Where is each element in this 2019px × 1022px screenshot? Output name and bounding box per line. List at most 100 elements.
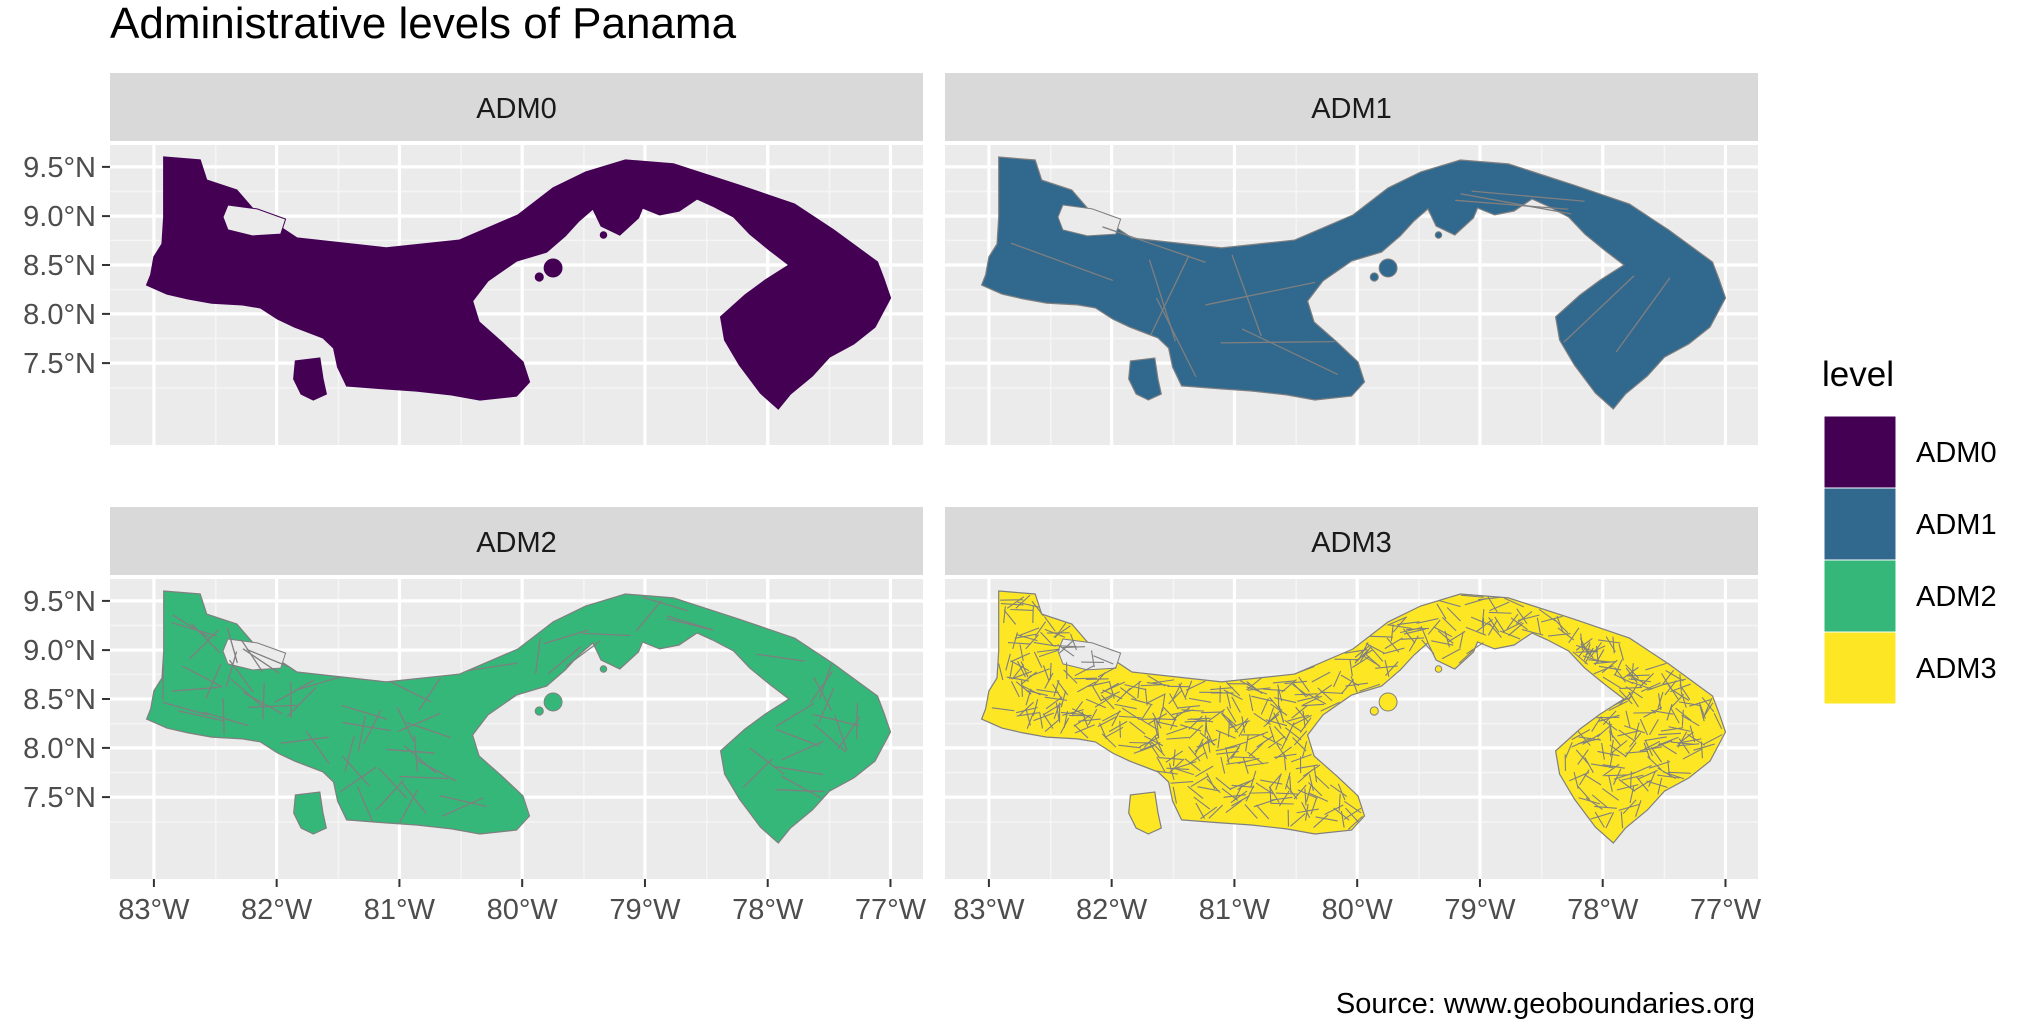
division-border: [1195, 802, 1206, 819]
division-border: [1602, 788, 1620, 801]
division-border: [1624, 725, 1646, 734]
division-border: [228, 659, 254, 693]
division-border: [1630, 771, 1632, 789]
division-border: [1269, 787, 1280, 803]
division-border: [386, 748, 435, 754]
division-border: [1387, 616, 1408, 626]
y-tick-label: 8.0°N: [23, 733, 96, 765]
division-border: [1608, 731, 1622, 747]
division-border: [1402, 628, 1416, 644]
division-border: [1580, 633, 1584, 651]
division-border: [1270, 802, 1294, 805]
x-tick-label: 83°W: [118, 894, 190, 926]
division-border: [1701, 697, 1715, 713]
division-border: [1015, 681, 1032, 695]
legend-label: ADM0: [1916, 437, 1997, 469]
division-border: [1206, 735, 1211, 753]
division-border: [1598, 665, 1622, 671]
division-border: [1036, 648, 1060, 653]
division-border: [1169, 758, 1185, 773]
division-border: [1315, 684, 1333, 697]
division-border: [1003, 609, 1017, 625]
division-border: [1648, 760, 1671, 769]
division-border: [1010, 608, 1034, 611]
division-border: [1660, 727, 1684, 732]
division-border: [177, 710, 225, 722]
division-border: [1245, 785, 1255, 802]
x-tick-label: 79°W: [609, 894, 681, 926]
division-border: [1273, 725, 1288, 741]
division-border: [1594, 811, 1605, 828]
division-border: [1245, 734, 1249, 752]
division-border: [818, 687, 835, 723]
division-border: [1250, 770, 1257, 788]
division-border: [1152, 712, 1162, 729]
division-border: [1292, 714, 1312, 726]
division-border: [1021, 680, 1023, 697]
division-border: [1225, 681, 1241, 697]
division-border: [1231, 254, 1262, 337]
division-border: [1611, 739, 1628, 754]
division-border: [1591, 716, 1602, 732]
division-border: [1488, 617, 1500, 633]
coiba-island: [1128, 791, 1162, 835]
division-border: [1033, 651, 1043, 668]
x-tick-label: 82°W: [241, 894, 313, 926]
division-border: [1009, 662, 1014, 680]
division-border: [1151, 741, 1166, 757]
division-border: [1278, 706, 1285, 723]
division-border: [1521, 628, 1544, 636]
division-border: [1100, 691, 1120, 702]
division-border: [1679, 738, 1702, 744]
division-border: [1349, 659, 1353, 677]
panama-shape-adm0: [145, 156, 892, 410]
division-border: [1138, 718, 1162, 720]
division-border: [1277, 684, 1283, 702]
division-border: [1146, 693, 1166, 704]
division-border: [398, 712, 441, 732]
division-border: [1284, 719, 1302, 733]
division-border: [1703, 734, 1723, 745]
division-border: [1043, 616, 1056, 632]
division-border: [1578, 797, 1601, 805]
division-border: [1074, 665, 1094, 677]
division-border: [1003, 606, 1006, 624]
division-border: [1292, 737, 1307, 752]
division-border: [1052, 683, 1063, 700]
division-border: [1593, 665, 1614, 675]
legend-label: ADM2: [1916, 581, 1997, 613]
division-border: [581, 632, 631, 637]
division-border: [1427, 619, 1441, 635]
division-border: [1215, 745, 1238, 752]
division-border: [1230, 790, 1248, 804]
division-border: [1185, 680, 1206, 691]
division-border: [1215, 729, 1236, 739]
division-border: [171, 686, 221, 692]
division-border: [1205, 715, 1208, 733]
division-border: [274, 679, 314, 703]
division-border: [1359, 683, 1381, 692]
panama-shape-adm2: [145, 590, 892, 844]
division-border: [1618, 691, 1632, 707]
division-border: [1615, 277, 1671, 353]
division-border: [1169, 713, 1179, 730]
division-border: [1639, 718, 1649, 736]
division-border: [1194, 738, 1211, 752]
division-border: [1680, 691, 1687, 708]
division-border: [1104, 726, 1124, 738]
division-border: [1619, 689, 1633, 705]
y-tick-label: 9.0°N: [23, 201, 96, 233]
division-border: [1014, 633, 1037, 639]
division-border: [1350, 676, 1358, 693]
division-border: [1548, 632, 1571, 637]
division-border: [225, 651, 238, 687]
division-border: [399, 775, 449, 780]
division-border: [1433, 626, 1453, 638]
division-border: [1568, 627, 1580, 644]
legend: level ADM0 ADM1 ADM2 ADM3: [1822, 355, 1997, 705]
division-border: [1302, 695, 1323, 706]
division-border: [1215, 777, 1232, 791]
division-border: [1313, 814, 1329, 828]
legend-keys: ADM0 ADM1 ADM2 ADM3: [1823, 415, 1997, 705]
x-axis: 83°W 82°W 81°W 80°W 79°W 78°W 77°W: [953, 879, 1762, 926]
